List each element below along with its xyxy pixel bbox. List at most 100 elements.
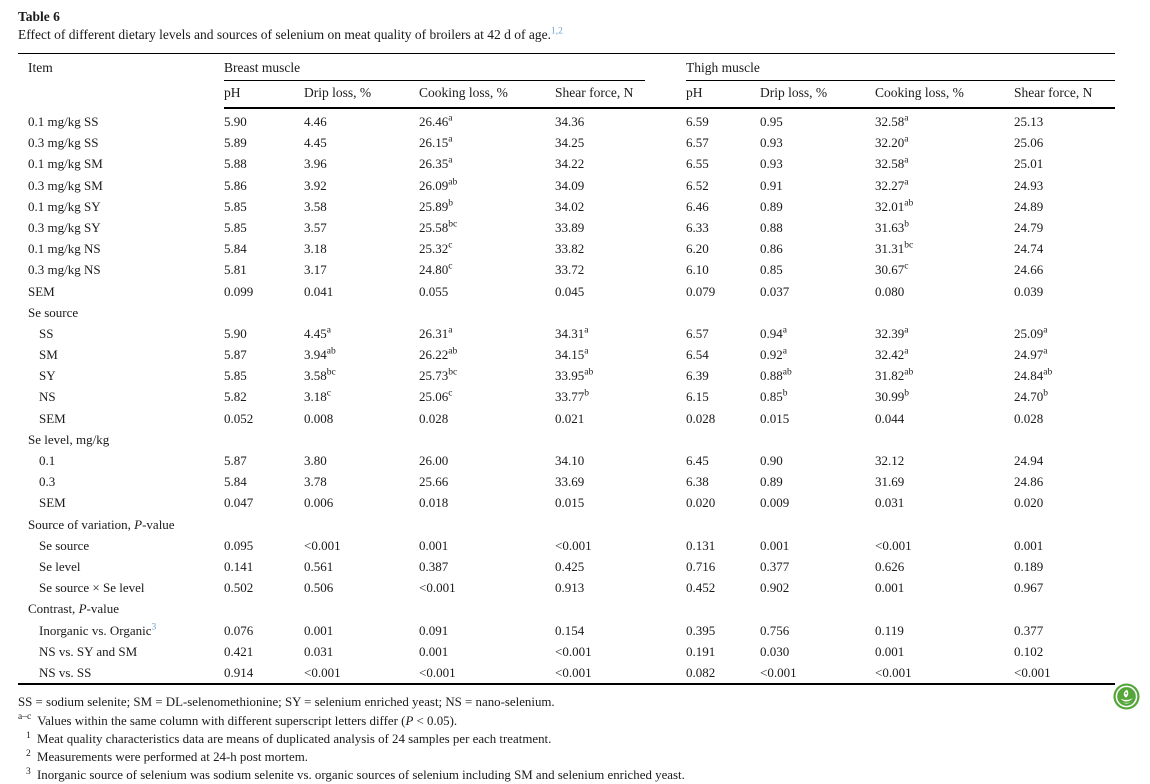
significance-superscript: a: [904, 325, 909, 336]
row-label: Contrast, P-value: [28, 601, 119, 617]
data-cell: 0.001: [1014, 537, 1044, 553]
data-cell: 0.452: [686, 580, 716, 596]
table-row: 0.1 mg/kg NS 5.84 3.18 25.32c 33.82 6.20 0.86 3…: [18, 239, 1115, 260]
data-cell: 6.15: [686, 389, 709, 405]
data-cell: 25.89b: [419, 198, 453, 214]
data-cell: 3.57: [304, 219, 327, 235]
row-label: 0.3 mg/kg SY: [28, 219, 101, 235]
row-label: NS: [39, 389, 56, 405]
data-cell: 4.46: [304, 114, 327, 129]
caption-text: Effect of different dietary levels and s…: [18, 27, 551, 42]
data-cell: <0.001: [555, 643, 592, 659]
row-label: SEM: [28, 283, 55, 299]
data-cell: [224, 302, 304, 323]
data-cell: [224, 429, 304, 450]
row-label: 0.3 mg/kg SS: [28, 135, 99, 151]
table-row: 0.1 mg/kg SY 5.85 3.58 25.89b 34.02 6.46 0.89 3…: [18, 196, 1115, 217]
data-cell: 5.90: [224, 114, 247, 129]
data-cell: [419, 429, 555, 450]
group-rule: [224, 80, 646, 81]
footnote: SS = sodium selenite; SM = DL-selenometh…: [18, 695, 555, 710]
data-cell: 24.84ab: [1014, 367, 1053, 384]
significance-superscript: a: [326, 325, 331, 336]
data-cell: 0.020: [1014, 495, 1044, 511]
data-cell: 0.502: [224, 580, 254, 596]
footnote: 1 Meat quality characteristics data are …: [26, 730, 552, 746]
data-cell: 31.31bc: [875, 240, 914, 257]
data-cell: [224, 514, 304, 535]
data-cell: 0.076: [224, 622, 254, 638]
table-row: 0.1 mg/kg SM 5.88 3.96 26.35a 34.22 6.55 0.93 3…: [18, 154, 1115, 175]
data-cell: 6.45: [686, 453, 709, 468]
data-cell: [555, 302, 686, 323]
data-cell: [304, 514, 419, 535]
data-cell: 33.77b: [555, 389, 589, 405]
data-cell: <0.001: [304, 537, 341, 553]
row-label: 0.1 mg/kg SM: [28, 156, 103, 172]
data-cell: 6.33: [686, 219, 709, 235]
data-cell: 24.86: [1014, 474, 1044, 490]
significance-superscript: a: [904, 156, 909, 167]
data-cell: [875, 599, 1014, 620]
significance-superscript: ab: [584, 367, 594, 378]
table-row: Source of variation, P-value: [18, 514, 1115, 535]
data-cell: 0.425: [555, 558, 585, 574]
col-header-breast-shear: Shear force, N: [555, 81, 687, 109]
row-label: 0.3 mg/kg NS: [28, 262, 101, 278]
significance-superscript: ab: [1043, 367, 1053, 378]
data-cell: 3.80: [304, 453, 327, 468]
significance-superscript: a: [1043, 325, 1048, 336]
data-cell: 32.20a: [875, 134, 909, 151]
data-cell: 0.031: [875, 495, 905, 511]
data-cell: [304, 302, 419, 323]
table-row: SY 5.85 3.58bc 25.73bc 33.95ab 6.39 0.88ab 31.8…: [18, 366, 1115, 387]
data-cell: [760, 599, 875, 620]
row-label: Se source: [39, 537, 90, 553]
table-body: 0.1 mg/kg SS 5.90 4.46 26.46a 34.36 6.59 0.95 3…: [18, 108, 1115, 684]
data-cell: 0.902: [760, 580, 790, 596]
data-cell: [419, 302, 555, 323]
data-cell: 32.58a: [875, 156, 909, 172]
row-label: SS: [39, 325, 54, 341]
col-header-breast-drip: Drip loss, %: [304, 81, 419, 109]
row-label: SEM: [39, 410, 66, 426]
col-header-item: Item: [28, 60, 53, 75]
significance-superscript: b: [584, 389, 589, 400]
data-cell: 3.58bc: [304, 367, 336, 384]
data-cell: 34.10: [555, 453, 585, 468]
data-cell: [875, 514, 1014, 535]
data-cell: 0.028: [1014, 410, 1044, 426]
caption-footnote-ref[interactable]: 1,2: [550, 26, 563, 37]
data-cell: 25.01: [1014, 156, 1044, 172]
data-cell: 24.79: [1014, 219, 1044, 235]
data-cell: 3.96: [304, 156, 327, 172]
data-cell: 0.091: [419, 622, 449, 638]
data-cell: 0.009: [760, 495, 790, 511]
data-cell: <0.001: [875, 664, 912, 680]
data-cell: 26.31a: [419, 325, 453, 341]
data-cell: 24.94: [1014, 453, 1044, 468]
data-cell: 5.89: [224, 135, 247, 151]
data-cell: 5.82: [224, 389, 247, 405]
row-label: Inorganic vs. Organic3: [39, 622, 157, 638]
data-cell: <0.001: [760, 664, 797, 680]
data-cell: 32.39a: [875, 325, 909, 341]
data-cell: 0.421: [224, 643, 254, 659]
data-cell: [760, 514, 875, 535]
table-row: SS 5.90 4.45a 26.31a 34.31a 6.57 0.94a 32.39a 25…: [18, 323, 1115, 344]
data-cell: 0.102: [1014, 643, 1044, 659]
data-cell: 0.91: [760, 177, 783, 193]
footnote-ref[interactable]: 3: [151, 622, 157, 633]
data-cell: 5.85: [224, 219, 247, 235]
data-cell: 0.141: [224, 558, 254, 574]
data-cell: 0.387: [419, 558, 449, 574]
table-row: Se level 0.141 0.561 0.387 0.425 0.716 0.377 0.…: [18, 556, 1115, 577]
data-cell: <0.001: [419, 580, 456, 596]
data-cell: 0.047: [224, 495, 254, 511]
data-cell: 24.89: [1014, 198, 1044, 214]
data-cell: [1014, 599, 1115, 620]
data-cell: 0.89: [760, 474, 783, 490]
data-cell: 0.037: [760, 283, 790, 299]
data-cell: 6.57: [686, 325, 709, 341]
